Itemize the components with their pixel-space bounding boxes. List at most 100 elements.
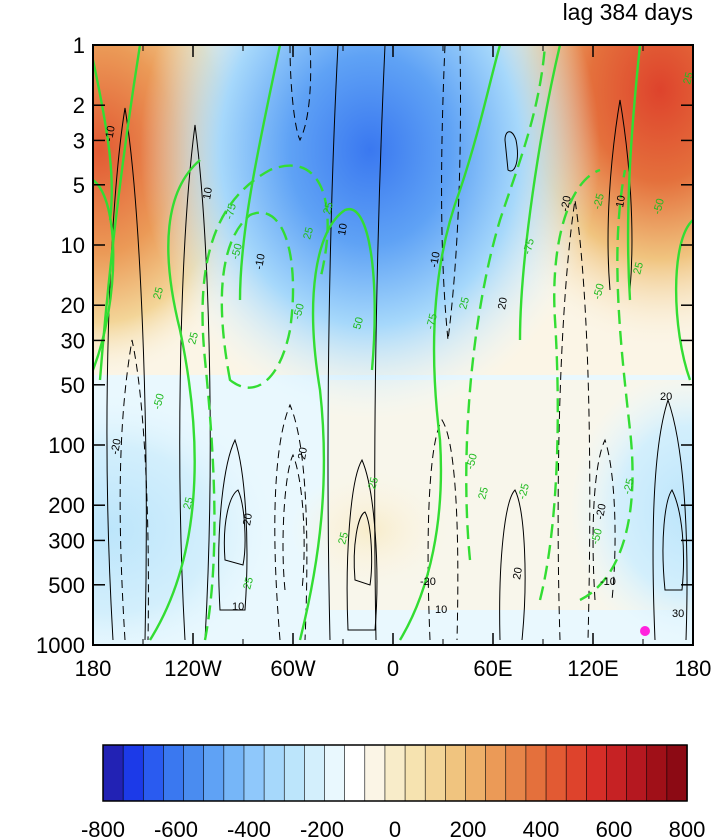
svg-text:25: 25: [366, 476, 381, 491]
contour-labels: -10 10 -10 10 -10 20 -20 10 -20 20 20 -2…: [103, 71, 696, 620]
colorbar-label: -400: [227, 817, 271, 838]
svg-text:-50: -50: [464, 452, 480, 470]
colorbar-swatch: [304, 744, 326, 802]
colorbar-swatch: [283, 744, 306, 802]
svg-text:-20: -20: [109, 438, 124, 456]
svg-text:-20: -20: [594, 503, 609, 521]
svg-text:20: 20: [496, 296, 510, 310]
y-tick-label: 2: [73, 93, 85, 118]
svg-text:25: 25: [457, 296, 472, 311]
colorbar-swatch: [223, 744, 245, 802]
svg-text:-50: -50: [591, 282, 607, 300]
svg-text:-50: -50: [291, 302, 307, 320]
y-tick-label: 500: [48, 573, 85, 598]
colorbar-swatch: [565, 744, 588, 802]
svg-text:-10: -10: [103, 125, 118, 143]
svg-text:-25: -25: [516, 482, 532, 500]
x-tick-label: 120E: [567, 656, 618, 681]
colorbar-swatch: [102, 744, 124, 802]
svg-text:-10: -10: [428, 251, 443, 269]
colorbar-swatch: [424, 744, 447, 802]
colorbar-swatch: [545, 744, 567, 802]
colorbar-swatch: [364, 744, 386, 802]
plot-area: -10 10 -10 10 -10 20 -20 10 -20 20 20 -2…: [93, 45, 696, 645]
y-tick-label: 100: [48, 433, 85, 458]
colorbar: -800 -600 -400 -200 0 200 400 600 800: [81, 744, 706, 838]
svg-text:10: 10: [201, 186, 215, 200]
svg-text:10: 10: [336, 222, 350, 236]
colorbar-swatch: [586, 744, 608, 802]
colorbar-frame: [102, 744, 688, 802]
chart-title: lag 384 days: [563, 0, 693, 25]
y-tick-label: 1000: [36, 633, 85, 658]
y-tick-label: 5: [73, 173, 85, 198]
y-tick-label: 300: [48, 528, 85, 553]
svg-text:20: 20: [660, 391, 672, 403]
y-tick-label: 200: [48, 493, 85, 518]
colorbar-swatch: [203, 744, 225, 802]
svg-text:-75: -75: [424, 312, 440, 330]
y-axis: 1 2 3 5 10 20 30 50 100 200 300 500 1000: [36, 33, 693, 658]
svg-text:-25: -25: [591, 192, 607, 210]
y-tick-label: 3: [73, 128, 85, 153]
colorbar-swatch: [122, 744, 144, 802]
svg-text:50: 50: [351, 316, 366, 331]
colorbar-label: -800: [81, 817, 125, 838]
y-tick-label: 10: [61, 233, 85, 258]
svg-text:-20: -20: [420, 576, 436, 588]
svg-text:25: 25: [321, 201, 336, 216]
x-axis: 180 120W 60W 0 60E 120E 180: [75, 45, 712, 681]
svg-text:25: 25: [476, 486, 491, 501]
y-tick-label: 30: [61, 328, 85, 353]
svg-text:-50: -50: [589, 527, 605, 545]
svg-text:-25: -25: [621, 477, 637, 495]
x-tick-label: 180: [75, 656, 112, 681]
colorbar-swatch: [525, 744, 547, 802]
svg-text:-10: -10: [600, 576, 616, 588]
svg-text:10: 10: [232, 601, 244, 613]
svg-text:-50: -50: [151, 392, 167, 410]
svg-text:30: 30: [672, 608, 684, 620]
svg-text:-10: -10: [253, 253, 268, 271]
svg-text:20: 20: [241, 512, 255, 526]
colorbar-swatch: [243, 744, 265, 802]
colorbar-swatch: [142, 744, 165, 802]
y-tick-label: 50: [61, 373, 85, 398]
svg-text:-50: -50: [229, 242, 245, 260]
x-tick-label: 180: [675, 656, 712, 681]
svg-text:-75: -75: [223, 202, 239, 220]
svg-text:-75: -75: [521, 237, 537, 255]
colorbar-label: 0: [389, 817, 401, 838]
svg-text:20: 20: [296, 446, 310, 460]
colorbar-swatch: [505, 744, 527, 802]
shade-lightblue-lowleft: [93, 390, 280, 645]
colorbar-swatch: [384, 744, 406, 802]
shading-layer: [93, 45, 693, 645]
colorbar-label: 200: [450, 817, 487, 838]
svg-text:25: 25: [181, 496, 196, 511]
colorbar-label: 800: [669, 817, 706, 838]
colorbar-swatch: [324, 744, 346, 802]
colorbar-swatch: [465, 744, 487, 802]
x-tick-label: 60W: [270, 656, 315, 681]
svg-text:25: 25: [681, 71, 696, 86]
colorbar-swatch: [183, 744, 205, 802]
y-tick-label: 20: [61, 293, 85, 318]
svg-text:-20: -20: [559, 195, 574, 213]
colorbar-swatch: [404, 744, 426, 802]
svg-text:25: 25: [186, 331, 201, 346]
black-contours: [106, 45, 688, 641]
svg-text:-50: -50: [651, 197, 667, 215]
svg-text:10: 10: [614, 194, 628, 208]
colorbar-label: 600: [596, 817, 633, 838]
x-tick-label: 0: [387, 656, 399, 681]
x-tick-label: 60E: [473, 656, 512, 681]
x-tick-label: 120W: [164, 656, 222, 681]
colorbar-swatch: [263, 744, 285, 802]
svg-text:20: 20: [511, 566, 525, 580]
svg-text:25: 25: [301, 226, 316, 241]
colorbar-swatch: [606, 744, 628, 802]
black-dashed-contours: [119, 45, 616, 641]
svg-text:25: 25: [631, 261, 646, 276]
